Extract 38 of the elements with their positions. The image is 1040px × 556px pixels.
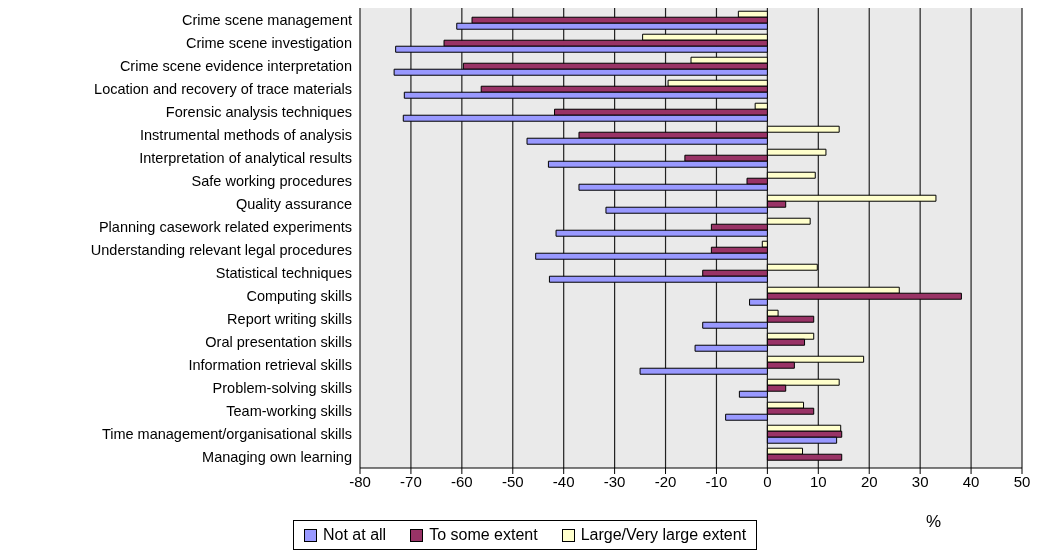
x-tick-label: 30 (911, 472, 929, 490)
y-tick-label: Statistical techniques (215, 264, 352, 281)
y-tick-label: Information retrieval skills (188, 356, 352, 373)
y-tick-label: Problem-solving skills (212, 379, 352, 396)
y-tick-label: Interpretation of analytical results (139, 149, 352, 166)
y-tick-label: Location and recovery of trace materials (94, 80, 352, 97)
x-tick-label: -50 (501, 472, 524, 490)
legend-label: Not at all (322, 526, 387, 544)
y-tick-label: Oral presentation skills (205, 333, 352, 350)
x-tick-label: -30 (603, 472, 626, 490)
legend-label: Large/Very large extent (579, 526, 747, 544)
y-tick-label: Report writing skills (227, 310, 352, 327)
y-tick-label: Instrumental methods of analysis (140, 126, 352, 143)
y-tick-label: Computing skills (246, 287, 352, 304)
x-tick-label: 10 (809, 472, 827, 490)
x-tick-label: 20 (860, 472, 878, 490)
y-tick-label: Managing own learning (202, 448, 352, 465)
x-tick-label: 0 (763, 472, 772, 490)
y-tick-label: Team-working skills (226, 402, 352, 419)
x-tick-label: -40 (552, 472, 575, 490)
y-tick-label: Time management/organisational skills (101, 425, 352, 442)
x-tick-label: -10 (705, 472, 728, 490)
x-tick-label: -60 (451, 472, 473, 490)
x-tick-label: -70 (400, 472, 422, 490)
y-tick-label: Quality assurance (235, 195, 352, 212)
x-tick-label: 50 (1013, 472, 1031, 490)
x-tick-label: -80 (349, 472, 371, 490)
y-tick-label: Crime scene evidence interpretation (119, 57, 352, 74)
y-tick-label: Understanding relevant legal procedures (90, 241, 352, 258)
y-tick-label: Crime scene investigation (185, 34, 352, 51)
y-tick-label: Safe working procedures (191, 172, 352, 189)
x-axis-title: % (926, 512, 942, 532)
y-tick-label: Planning casework related experiments (98, 218, 352, 235)
legend-label: To some extent (428, 526, 538, 544)
x-tick-label: -20 (654, 472, 677, 490)
y-tick-label: Forensic analysis techniques (165, 103, 352, 120)
x-tick-label: 40 (962, 472, 980, 490)
y-tick-label: Crime scene management (181, 11, 352, 28)
